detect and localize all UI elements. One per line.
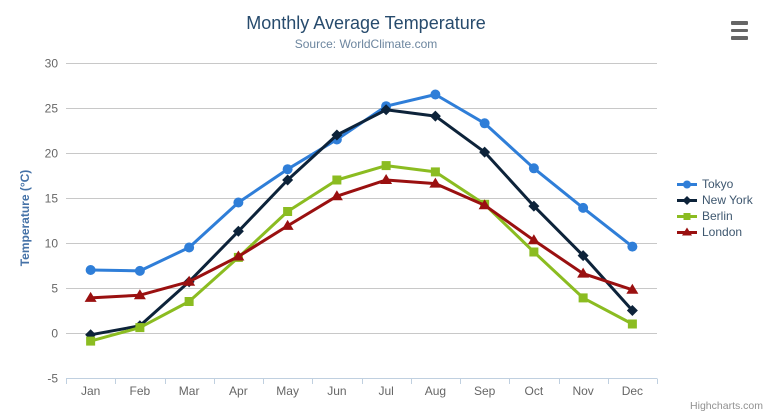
hamburger-bar: [731, 28, 748, 32]
data-point-marker: [682, 196, 692, 205]
hamburger-bar: [731, 36, 748, 40]
data-point-marker[interactable]: [281, 219, 294, 230]
data-point-marker[interactable]: [134, 265, 145, 276]
x-axis-label: Oct: [525, 384, 544, 398]
data-point-marker[interactable]: [86, 336, 96, 346]
legend-item-london[interactable]: London: [677, 224, 753, 240]
y-axis-label: 5: [51, 282, 58, 296]
data-point-marker[interactable]: [430, 89, 441, 100]
x-axis-label: Aug: [425, 384, 446, 398]
data-point-marker[interactable]: [232, 225, 244, 237]
x-axis-label: Feb: [130, 384, 151, 398]
diamond-legend-icon: [677, 196, 697, 205]
circle-legend-icon: [677, 180, 697, 189]
x-axis-label: Jan: [81, 384, 100, 398]
data-point-marker[interactable]: [233, 197, 244, 208]
triangle-legend-icon: [677, 227, 697, 236]
y-axis-label: 10: [45, 237, 59, 251]
x-axis-label: Jun: [327, 384, 346, 398]
legend-item-label: London: [702, 225, 743, 239]
data-point-marker[interactable]: [479, 146, 491, 158]
legend-item-tokyo[interactable]: Tokyo: [677, 176, 753, 192]
data-point-marker[interactable]: [332, 175, 342, 185]
data-point-marker[interactable]: [380, 174, 393, 184]
data-point-marker[interactable]: [133, 289, 146, 300]
data-point-marker[interactable]: [528, 163, 539, 174]
series-line-berlin: [89, 164, 634, 343]
data-point-marker[interactable]: [429, 110, 441, 122]
data-point-marker[interactable]: [528, 200, 540, 212]
data-point-marker[interactable]: [282, 164, 293, 175]
x-axis-label: Sep: [474, 384, 496, 398]
data-point-marker[interactable]: [529, 247, 539, 257]
data-point-marker[interactable]: [577, 250, 589, 262]
credits-link[interactable]: Highcharts.com: [690, 400, 763, 412]
hamburger-icon[interactable]: [731, 21, 748, 40]
series-line-new-york: [89, 108, 634, 337]
data-point-marker[interactable]: [578, 293, 588, 303]
x-axis-label: Mar: [179, 384, 200, 398]
data-point-marker[interactable]: [381, 161, 391, 171]
series-line-london: [89, 178, 634, 300]
square-legend-icon: [677, 213, 697, 220]
data-point-marker[interactable]: [282, 174, 294, 186]
data-point-marker[interactable]: [135, 323, 145, 333]
data-point-marker[interactable]: [330, 190, 343, 201]
legend-item-new-york[interactable]: New York: [677, 192, 753, 208]
x-axis-label: Nov: [572, 384, 593, 398]
data-point-marker[interactable]: [380, 104, 392, 116]
hamburger-bar: [731, 21, 748, 25]
data-point-marker[interactable]: [232, 250, 245, 261]
chart-subtitle: Source: WorldClimate.com: [294, 37, 438, 51]
data-point-marker: [682, 227, 692, 236]
data-point-marker[interactable]: [479, 118, 490, 129]
data-point-marker: [683, 213, 691, 220]
legend-item-label: New York: [702, 193, 753, 207]
data-point-marker[interactable]: [626, 283, 639, 294]
data-point-marker[interactable]: [478, 199, 491, 210]
data-point-marker[interactable]: [626, 305, 638, 316]
data-point-marker[interactable]: [283, 207, 293, 216]
y-axis-label: 0: [51, 327, 58, 341]
x-axis-label: May: [276, 384, 299, 398]
data-point-marker[interactable]: [578, 202, 589, 213]
y-axis-label: 15: [45, 192, 59, 206]
x-axis-label: Dec: [622, 384, 643, 398]
data-point-marker[interactable]: [429, 177, 442, 188]
data-point-marker[interactable]: [430, 167, 440, 177]
data-point-marker: [683, 180, 691, 189]
y-axis-label: 20: [45, 147, 59, 161]
chart-title: Monthly Average Temperature: [246, 13, 486, 33]
data-point-marker[interactable]: [527, 234, 540, 245]
data-point-marker[interactable]: [184, 242, 195, 253]
y-axis-label: 30: [45, 57, 59, 71]
yaxis-title: Temperature (°C): [18, 169, 32, 267]
y-axis-label: 25: [45, 102, 59, 116]
y-axis-label: -5: [47, 372, 58, 386]
data-point-marker[interactable]: [331, 129, 343, 141]
legend-item-label: Berlin: [702, 209, 733, 223]
x-axis-label: Jul: [378, 384, 393, 398]
legend-item-berlin[interactable]: Berlin: [677, 208, 753, 224]
data-point-marker[interactable]: [184, 297, 194, 306]
data-point-marker[interactable]: [627, 319, 637, 329]
data-point-marker[interactable]: [85, 265, 96, 275]
legend: Tokyo New York Berlin London: [677, 176, 753, 240]
data-point-marker[interactable]: [183, 275, 196, 286]
data-point-marker[interactable]: [577, 267, 590, 278]
legend-item-label: Tokyo: [702, 177, 734, 191]
data-point-marker[interactable]: [627, 241, 638, 252]
data-point-marker[interactable]: [84, 291, 97, 302]
x-axis-label: Apr: [229, 384, 248, 398]
